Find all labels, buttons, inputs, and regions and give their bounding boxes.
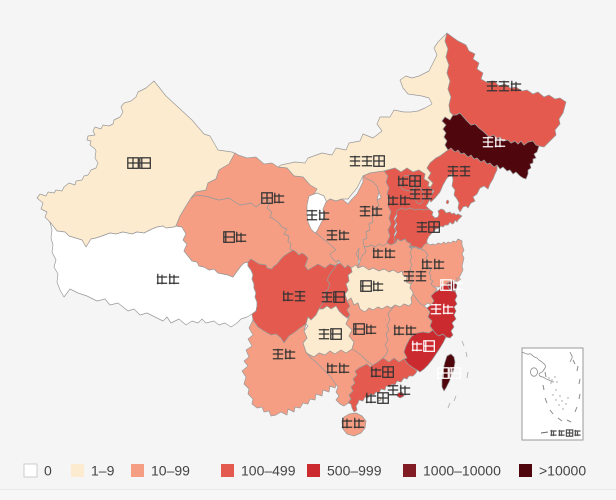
svg-text:>10000: >10000 bbox=[539, 463, 586, 479]
svg-text:100–499: 100–499 bbox=[241, 463, 296, 479]
svg-text:0: 0 bbox=[44, 463, 52, 479]
svg-text:1000–10000: 1000–10000 bbox=[423, 463, 501, 479]
svg-text:1–9: 1–9 bbox=[91, 463, 115, 479]
svg-text:500–999: 500–999 bbox=[327, 463, 382, 479]
svg-text:10–99: 10–99 bbox=[151, 463, 190, 479]
